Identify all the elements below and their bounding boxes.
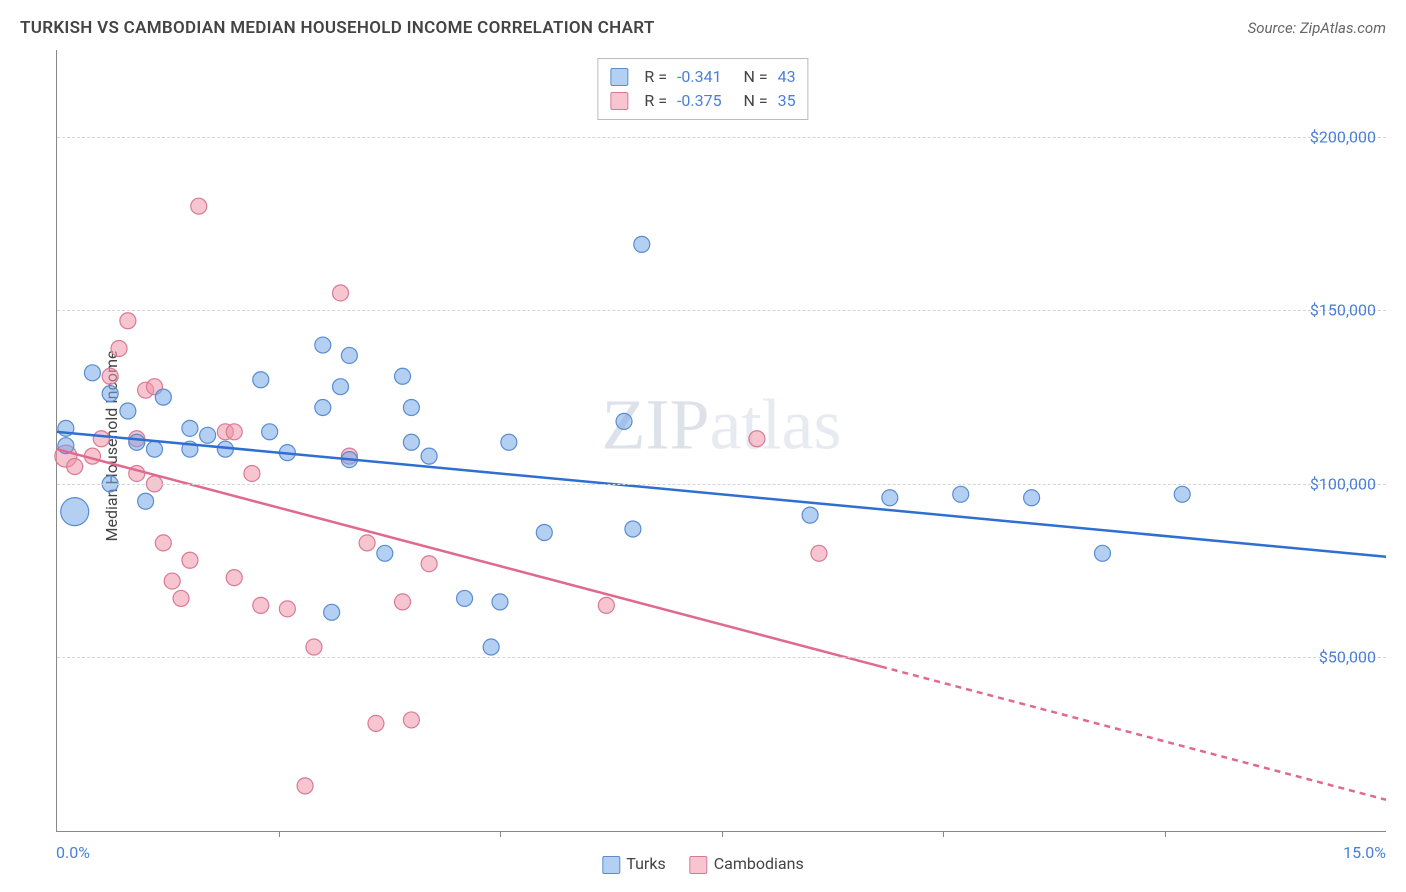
data-point bbox=[138, 493, 154, 509]
data-point bbox=[191, 198, 207, 214]
data-point bbox=[403, 434, 419, 450]
data-point bbox=[625, 521, 641, 537]
data-point bbox=[120, 403, 136, 419]
gridline bbox=[57, 310, 1386, 311]
data-point bbox=[146, 441, 162, 457]
data-point bbox=[341, 347, 357, 363]
swatch-turks bbox=[602, 856, 620, 874]
data-point bbox=[102, 386, 118, 402]
x-tick bbox=[1165, 831, 1166, 837]
data-point bbox=[306, 639, 322, 655]
data-point bbox=[598, 597, 614, 613]
x-tick bbox=[279, 831, 280, 837]
data-point bbox=[802, 507, 818, 523]
data-point bbox=[279, 601, 295, 617]
swatch-icon bbox=[610, 92, 628, 110]
x-tick bbox=[943, 831, 944, 837]
data-point bbox=[164, 573, 180, 589]
source-attribution: Source: ZipAtlas.com bbox=[1248, 19, 1386, 37]
legend-stat-row: R = -0.375 N = 35 bbox=[610, 89, 795, 113]
data-point bbox=[155, 389, 171, 405]
legend-item-turks: Turks bbox=[602, 854, 665, 874]
data-point bbox=[333, 285, 349, 301]
data-point bbox=[102, 368, 118, 384]
y-tick-label: $200,000 bbox=[1310, 127, 1376, 146]
data-point bbox=[403, 400, 419, 416]
data-point bbox=[226, 424, 242, 440]
data-point bbox=[226, 570, 242, 586]
data-point bbox=[61, 498, 89, 526]
data-point bbox=[262, 424, 278, 440]
data-point bbox=[297, 778, 313, 794]
legend-item-cambodians: Cambodians bbox=[690, 854, 804, 874]
data-point bbox=[501, 434, 517, 450]
data-point bbox=[882, 490, 898, 506]
data-point bbox=[359, 535, 375, 551]
data-point bbox=[811, 545, 827, 561]
chart-title: TURKISH VS CAMBODIAN MEDIAN HOUSEHOLD IN… bbox=[20, 18, 655, 38]
x-min-label: 0.0% bbox=[56, 843, 90, 862]
data-point bbox=[1174, 486, 1190, 502]
data-point bbox=[111, 341, 127, 357]
data-point bbox=[253, 597, 269, 613]
gridline bbox=[57, 137, 1386, 138]
x-max-label: 15.0% bbox=[1343, 843, 1386, 862]
trend-line bbox=[881, 667, 1386, 800]
data-point bbox=[67, 459, 83, 475]
data-point bbox=[421, 448, 437, 464]
y-tick-label: $150,000 bbox=[1310, 301, 1376, 320]
data-point bbox=[120, 313, 136, 329]
data-point bbox=[536, 524, 552, 540]
correlation-legend: R = -0.341 N = 43 R = -0.375 N = 35 bbox=[597, 58, 808, 120]
data-point bbox=[315, 337, 331, 353]
data-point bbox=[377, 545, 393, 561]
data-point bbox=[395, 594, 411, 610]
data-point bbox=[457, 590, 473, 606]
data-point bbox=[1024, 490, 1040, 506]
legend-stat-row: R = -0.341 N = 43 bbox=[610, 65, 795, 89]
data-point bbox=[173, 590, 189, 606]
data-point bbox=[93, 431, 109, 447]
data-point bbox=[182, 552, 198, 568]
data-point bbox=[324, 604, 340, 620]
data-point bbox=[953, 486, 969, 502]
data-point bbox=[244, 465, 260, 481]
trend-line bbox=[57, 449, 881, 666]
x-tick bbox=[722, 831, 723, 837]
series-legend: Turks Cambodians bbox=[602, 854, 803, 874]
scatter-plot bbox=[57, 50, 1386, 831]
x-tick bbox=[500, 831, 501, 837]
data-point bbox=[368, 715, 384, 731]
data-point bbox=[403, 712, 419, 728]
chart-area: ZIPatlas $50,000$100,000$150,000$200,000 bbox=[56, 50, 1386, 832]
data-point bbox=[129, 434, 145, 450]
data-point bbox=[421, 556, 437, 572]
gridline bbox=[57, 657, 1386, 658]
swatch-icon bbox=[610, 68, 628, 86]
y-tick-label: $50,000 bbox=[1319, 648, 1376, 667]
data-point bbox=[492, 594, 508, 610]
data-point bbox=[634, 236, 650, 252]
data-point bbox=[253, 372, 269, 388]
data-point bbox=[1094, 545, 1110, 561]
data-point bbox=[315, 400, 331, 416]
data-point bbox=[616, 413, 632, 429]
data-point bbox=[483, 639, 499, 655]
y-tick-label: $100,000 bbox=[1310, 474, 1376, 493]
gridline bbox=[57, 484, 1386, 485]
data-point bbox=[333, 379, 349, 395]
data-point bbox=[182, 420, 198, 436]
data-point bbox=[749, 431, 765, 447]
data-point bbox=[395, 368, 411, 384]
swatch-cambodians bbox=[690, 856, 708, 874]
data-point bbox=[200, 427, 216, 443]
data-point bbox=[155, 535, 171, 551]
data-point bbox=[84, 365, 100, 381]
